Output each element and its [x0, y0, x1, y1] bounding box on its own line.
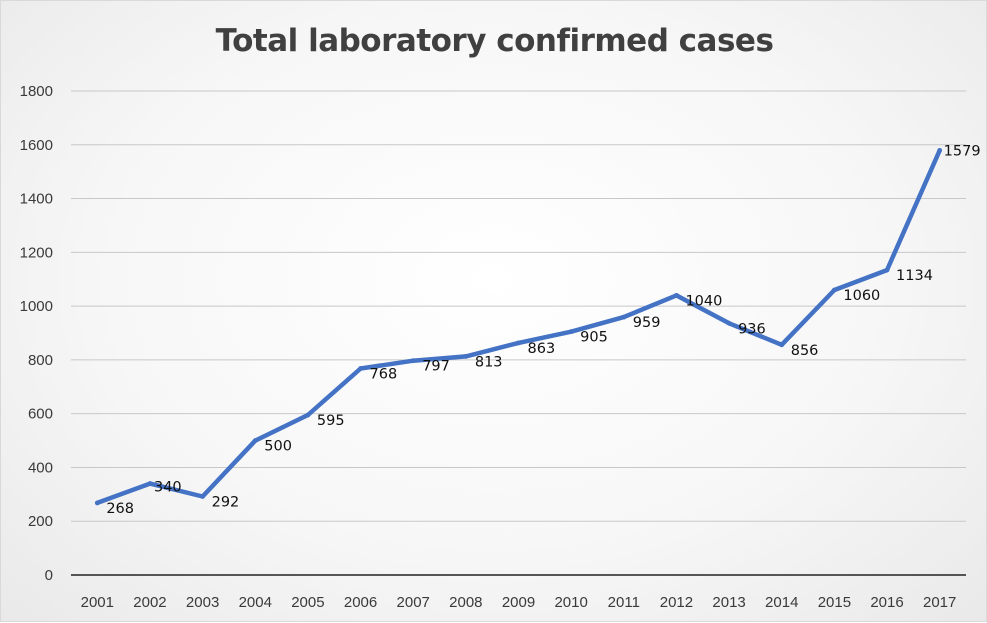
- data-label: 797: [422, 359, 450, 375]
- data-label: 905: [580, 330, 608, 346]
- y-tick-label: 1800: [20, 83, 53, 100]
- gridlines: [71, 90, 966, 522]
- y-tick-label: 1200: [20, 244, 53, 261]
- y-tick-label: 400: [28, 459, 53, 476]
- data-label: 813: [475, 354, 503, 370]
- data-point: [463, 353, 469, 359]
- data-labels: 268 340 292 500 595 768 797 813 863 905 959 1040 936…: [106, 143, 980, 517]
- data-label: 500: [264, 439, 292, 455]
- data-point: [726, 320, 732, 326]
- x-tick-label: 2014: [765, 594, 798, 611]
- data-point: [200, 494, 206, 499]
- y-tick-label: 800: [28, 352, 53, 369]
- data-point: [831, 287, 837, 293]
- y-tick-label: 1000: [20, 298, 53, 315]
- y-tick-label: 600: [28, 406, 53, 423]
- y-tick-label: 0: [45, 567, 53, 584]
- data-label: 268: [106, 501, 134, 517]
- y-tick-label: 1400: [20, 191, 53, 208]
- data-label: 340: [154, 480, 182, 496]
- data-point: [305, 412, 311, 418]
- x-tick-label: 2003: [186, 594, 219, 611]
- data-label: 1134: [896, 268, 933, 284]
- x-tick-label: 2009: [502, 594, 535, 611]
- data-point: [568, 329, 574, 335]
- x-tick-label: 2010: [554, 594, 587, 611]
- chart-title: Total laboratory confirmed cases: [215, 23, 774, 59]
- data-label: 1040: [685, 293, 722, 309]
- x-tick-label: 2012: [660, 594, 693, 611]
- series: [94, 148, 943, 506]
- data-label: 959: [633, 315, 661, 331]
- y-tick-label: 200: [28, 513, 53, 530]
- data-point: [147, 481, 153, 486]
- x-tick-label: 2005: [291, 594, 324, 611]
- data-point: [94, 500, 100, 506]
- data-point: [410, 358, 416, 364]
- data-label: 863: [528, 341, 556, 357]
- x-tick-label: 2006: [344, 594, 377, 611]
- data-point: [358, 366, 363, 371]
- data-label: 292: [212, 494, 240, 510]
- data-label: 936: [738, 321, 766, 337]
- axes: 0 200 400 600 800 1000 1200 1400 1600 1800 2001 200…: [20, 83, 966, 611]
- x-tick-label: 2013: [712, 594, 745, 611]
- data-point: [779, 342, 785, 348]
- y-tick-label: 1600: [20, 137, 53, 154]
- data-label: 1579: [944, 143, 981, 159]
- data-point: [937, 148, 943, 153]
- x-tick-label: 2007: [397, 594, 430, 611]
- x-tick-label: 2002: [133, 594, 166, 611]
- x-tick-label: 2015: [818, 594, 851, 611]
- x-tick-label: 2008: [449, 594, 482, 611]
- x-tick-label: 2001: [81, 594, 114, 611]
- data-label: 768: [370, 366, 398, 382]
- data-point: [621, 314, 627, 320]
- x-tick-label: 2017: [923, 594, 956, 611]
- data-point: [674, 292, 679, 298]
- data-label: 856: [791, 343, 819, 359]
- data-point: [884, 267, 890, 273]
- data-label: 595: [317, 413, 345, 429]
- data-point: [516, 340, 521, 346]
- x-tick-label: 2011: [608, 594, 640, 611]
- data-point: [252, 438, 258, 443]
- data-label: 1060: [843, 288, 880, 304]
- x-tick-label: 2004: [239, 594, 272, 611]
- x-tick-label: 2016: [870, 594, 903, 611]
- series-line: [95, 148, 942, 506]
